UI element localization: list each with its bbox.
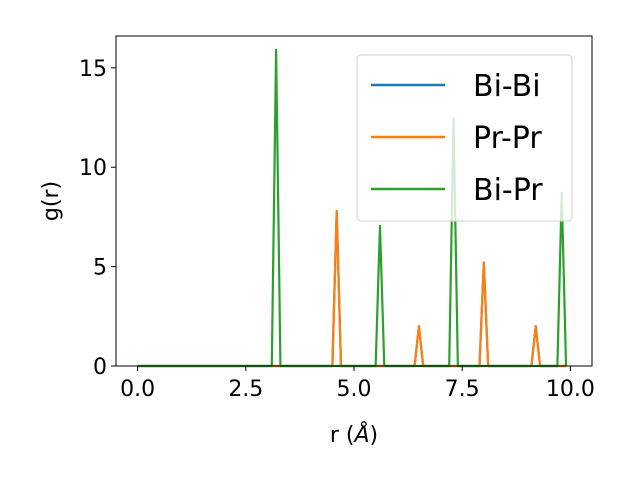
y-tick-label: 15 xyxy=(79,57,107,82)
x-axis-label-prefix: r ( xyxy=(330,423,355,448)
x-tick-label: 10.0 xyxy=(546,377,595,402)
legend: Bi-Bi Pr-Pr Bi-Pr xyxy=(356,54,573,222)
x-axis-label-symbol: Å xyxy=(352,421,369,448)
x-tick-label: 2.5 xyxy=(228,377,263,402)
series-line-pr-pr xyxy=(137,209,567,368)
y-axis: 0 5 10 15 xyxy=(79,57,116,380)
y-tick-label: 0 xyxy=(93,355,107,380)
x-axis-label-suffix: ) xyxy=(370,423,379,448)
legend-box xyxy=(356,54,573,222)
x-tick-label: 5.0 xyxy=(337,377,372,402)
legend-label: Bi-Bi xyxy=(473,69,541,104)
y-axis-label: g(r) xyxy=(39,181,64,221)
y-tick-label: 5 xyxy=(93,256,107,281)
legend-label: Pr-Pr xyxy=(473,121,542,156)
x-axis: 0.0 2.5 5.0 7.5 10.0 xyxy=(120,366,595,402)
series-line-bi-bi xyxy=(137,209,567,368)
x-axis-label: r (Å) xyxy=(330,421,378,448)
y-tick-label: 10 xyxy=(79,156,107,181)
x-tick-label: 7.5 xyxy=(445,377,480,402)
x-tick-label: 0.0 xyxy=(120,377,155,402)
legend-label: Bi-Pr xyxy=(473,173,543,208)
